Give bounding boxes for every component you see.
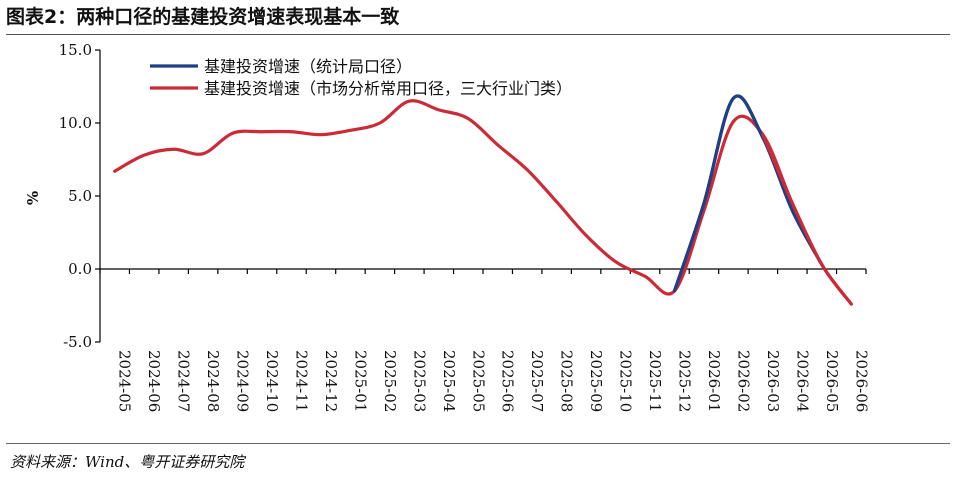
x-tick-label: 2026-03 (764, 350, 782, 412)
y-tick-label: 0.0 (68, 260, 92, 278)
series-line-market-tail (761, 133, 853, 306)
x-tick-label: 2024-05 (116, 350, 134, 412)
series-lines (113, 94, 853, 306)
x-tick-label: 2025-06 (499, 350, 517, 412)
x-tick-label: 2025-03 (410, 350, 428, 412)
x-tick-label: 2026-04 (793, 350, 811, 412)
legend-label-market: 基建投资增速（市场分析常用口径，三大行业门类） (204, 79, 572, 98)
x-tick-label: 2026-05 (823, 350, 841, 412)
legend: 基建投资增速（统计局口径） 基建投资增速（市场分析常用口径，三大行业门类） (150, 57, 572, 98)
x-tick-label: 2024-09 (234, 350, 252, 412)
x-tick-label: 2025-08 (558, 350, 576, 412)
series-line-stat-overlay (672, 94, 824, 293)
footer-divider (6, 443, 950, 444)
x-tick-label: 2025-04 (440, 350, 458, 412)
y-axis-unit-label: % (24, 191, 42, 205)
x-tick-label: 2024-07 (175, 350, 193, 412)
x-tick-label: 2025-11 (646, 350, 664, 412)
x-tick-label: 2026-02 (734, 350, 752, 412)
x-tick-label: 2025-02 (381, 350, 399, 412)
x-tick-label: 2025-12 (676, 350, 694, 412)
x-tick-label: 2026-06 (852, 350, 870, 412)
x-tick-label: 2024-12 (322, 350, 340, 412)
y-tick-label: 10.0 (59, 114, 92, 132)
y-tick-label: -5.0 (63, 333, 92, 351)
chart-title: 图表2：两种口径的基建投资增速表现基本一致 (6, 6, 400, 28)
x-tick-label: 2024-11 (293, 350, 311, 412)
x-tick-label: 2026-01 (705, 350, 723, 412)
title-divider (6, 34, 950, 35)
series-line-market (113, 99, 853, 306)
x-tick-label: 2025-10 (617, 350, 635, 412)
y-tick-label: 15.0 (59, 41, 92, 59)
x-tick-label: 2024-10 (263, 350, 281, 412)
legend-label-stat: 基建投资增速（统计局口径） (204, 57, 412, 76)
x-tick-label: 2025-09 (587, 350, 605, 412)
source-note: 资料来源：Wind、粤开证券研究院 (10, 453, 245, 471)
axes: -5.0 0.0 5.0 10.0 15.0% 2024-05 2024-06 2024-07… (24, 41, 870, 412)
x-tick-label: 2025-05 (469, 350, 487, 412)
x-tick-label: 2025-07 (528, 350, 546, 412)
x-tick-label: 2024-08 (204, 350, 222, 412)
y-tick-label: 5.0 (68, 187, 92, 205)
x-tick-label: 2024-06 (145, 350, 163, 412)
series-line-stat (672, 94, 824, 293)
x-tick-label: 2025-01 (351, 350, 369, 412)
